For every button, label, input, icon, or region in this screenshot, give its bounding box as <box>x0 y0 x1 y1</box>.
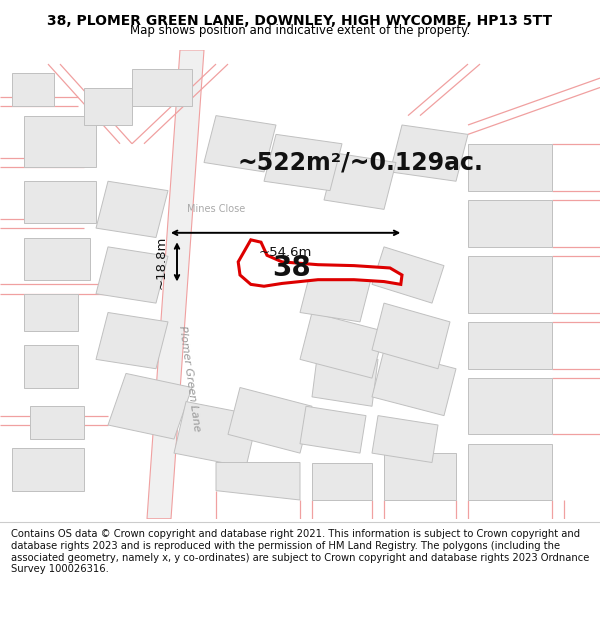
Polygon shape <box>24 181 96 223</box>
Polygon shape <box>468 378 552 434</box>
Polygon shape <box>300 266 372 322</box>
Polygon shape <box>12 73 54 106</box>
Polygon shape <box>238 240 402 286</box>
Polygon shape <box>24 294 78 331</box>
Polygon shape <box>372 416 438 462</box>
Polygon shape <box>216 462 300 500</box>
Polygon shape <box>204 116 276 172</box>
Polygon shape <box>96 247 168 303</box>
Polygon shape <box>468 444 552 500</box>
Polygon shape <box>372 350 456 416</box>
Polygon shape <box>372 303 450 369</box>
Polygon shape <box>264 134 342 191</box>
Text: ~18.8m: ~18.8m <box>154 235 167 289</box>
Polygon shape <box>468 200 552 247</box>
Polygon shape <box>96 181 168 238</box>
Polygon shape <box>12 449 84 491</box>
Polygon shape <box>132 69 192 106</box>
Polygon shape <box>312 462 372 500</box>
Polygon shape <box>384 453 456 500</box>
Text: ~54.6m: ~54.6m <box>259 246 312 259</box>
Polygon shape <box>228 388 312 453</box>
Text: 38, PLOMER GREEN LANE, DOWNLEY, HIGH WYCOMBE, HP13 5TT: 38, PLOMER GREEN LANE, DOWNLEY, HIGH WYC… <box>47 14 553 28</box>
Polygon shape <box>96 312 168 369</box>
Polygon shape <box>24 238 90 280</box>
Polygon shape <box>147 50 204 519</box>
Polygon shape <box>24 116 96 167</box>
Polygon shape <box>300 406 366 453</box>
Polygon shape <box>390 125 468 181</box>
Polygon shape <box>468 256 552 312</box>
Polygon shape <box>372 247 444 303</box>
Text: Plomer Green Lane: Plomer Green Lane <box>176 324 202 432</box>
Text: Map shows position and indicative extent of the property.: Map shows position and indicative extent… <box>130 24 470 37</box>
Text: Mines Close: Mines Close <box>187 204 245 214</box>
Text: 38: 38 <box>272 254 311 282</box>
Text: ~522m²/~0.129ac.: ~522m²/~0.129ac. <box>237 151 483 174</box>
Polygon shape <box>324 153 396 209</box>
Polygon shape <box>24 345 78 388</box>
Polygon shape <box>108 373 192 439</box>
Polygon shape <box>30 406 84 439</box>
Polygon shape <box>468 322 552 369</box>
Text: Contains OS data © Crown copyright and database right 2021. This information is : Contains OS data © Crown copyright and d… <box>11 529 589 574</box>
Polygon shape <box>84 88 132 125</box>
Polygon shape <box>468 144 552 191</box>
Polygon shape <box>312 350 378 406</box>
Polygon shape <box>300 312 384 378</box>
Polygon shape <box>174 401 258 468</box>
